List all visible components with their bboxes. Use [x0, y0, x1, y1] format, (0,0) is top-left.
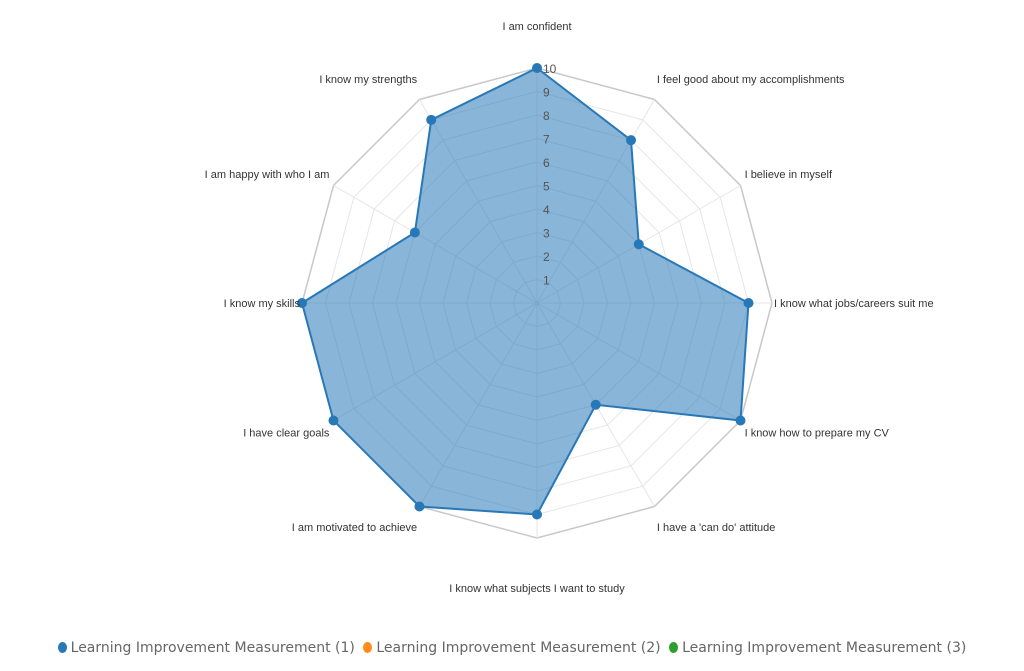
axis-label: I am motivated to achieve: [292, 522, 417, 534]
legend-item-series-1[interactable]: Learning Improvement Measurement (1): [57, 640, 355, 656]
axis-label: I know what jobs/careers suit me: [774, 298, 934, 310]
tick-label: 8: [543, 109, 550, 123]
data-point: [532, 509, 542, 520]
legend-dot-1: [57, 642, 67, 653]
tick-label: 5: [543, 180, 550, 194]
data-point: [735, 415, 746, 426]
legend-label-1: Learning Improvement Measurement (1): [70, 640, 355, 656]
data-point: [590, 399, 601, 410]
legend-dot-2: [363, 642, 373, 653]
axis-label: I know what subjects I want to study: [449, 583, 625, 595]
data-point: [532, 63, 542, 73]
data-point: [409, 227, 420, 238]
radar-chart: 1 2 3 4 5 6 7 8 9 10 I am confident I feel good abo…: [205, 21, 934, 595]
legend-item-series-3[interactable]: Learning Improvement Measurement (3): [669, 640, 966, 656]
axis-label: I know my skills: [224, 298, 301, 310]
legend: Learning Improvement Measurement (1) Lea…: [0, 640, 1024, 656]
tick-label: 6: [543, 156, 550, 170]
axis-label: I feel good about my accomplishments: [657, 74, 845, 86]
tick-label: 1: [543, 274, 550, 288]
tick-label: 3: [543, 227, 550, 241]
data-point: [426, 114, 437, 125]
axis-label: I am happy with who I am: [205, 169, 330, 181]
data-point: [633, 239, 644, 250]
tick-label: 2: [543, 250, 550, 264]
tick-label: 7: [543, 133, 550, 147]
axis-label: I have a 'can do' attitude: [657, 522, 776, 534]
data-point: [626, 135, 636, 146]
axis-label: I believe in myself: [745, 169, 833, 181]
legend-item-series-2[interactable]: Learning Improvement Measurement (2): [363, 640, 661, 656]
data-point: [414, 501, 425, 512]
tick-label: 10: [543, 62, 557, 76]
tick-label: 9: [543, 86, 550, 100]
axis-label: I know my strengths: [319, 74, 417, 86]
axis-label: I have clear goals: [243, 427, 330, 439]
legend-label-3: Learning Improvement Measurement (3): [682, 640, 967, 656]
data-point: [328, 415, 339, 426]
axis-label: I am confident: [502, 21, 571, 33]
data-point: [297, 298, 307, 308]
tick-label: 4: [543, 203, 550, 217]
data-point: [743, 298, 754, 308]
axis-label: I know how to prepare my CV: [745, 427, 890, 439]
legend-label-2: Learning Improvement Measurement (2): [376, 640, 661, 656]
legend-dot-3: [669, 642, 679, 653]
